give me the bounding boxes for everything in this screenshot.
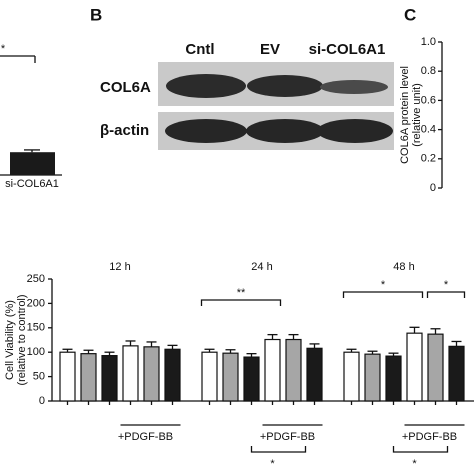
- group-label: 48 h: [393, 261, 414, 273]
- row-label: β-actin: [100, 122, 149, 139]
- y-tick-label: 1.0: [421, 36, 436, 48]
- row-label: COL6A: [100, 79, 151, 96]
- blot-band: [320, 80, 388, 94]
- group-label: 24 h: [251, 261, 272, 273]
- bar: [364, 353, 381, 402]
- significance-bracket: [342, 291, 424, 298]
- bar: [306, 347, 323, 402]
- bar: [285, 338, 302, 402]
- group-label: 12 h: [109, 261, 130, 273]
- bar: [448, 345, 465, 402]
- blot-band: [166, 74, 246, 98]
- y-tick-label: 0: [430, 182, 436, 194]
- y-axis-title: (relative to control): [16, 294, 28, 385]
- y-axis-title: (relative unit): [411, 83, 423, 147]
- y-tick-label: 50: [33, 371, 45, 383]
- bar: [201, 351, 218, 402]
- significance-bracket: [250, 446, 307, 453]
- x-tick-label: si-COL6A1: [5, 178, 59, 190]
- treatment-label: +PDGF-BB: [118, 431, 173, 443]
- y-tick-label: 200: [27, 297, 45, 309]
- treatment-label: +PDGF-BB: [260, 431, 315, 443]
- significance-label: *: [1, 43, 6, 55]
- bar: [59, 351, 76, 402]
- bar: [164, 348, 181, 402]
- y-tick-label: 0.4: [421, 124, 436, 136]
- significance-label: *: [412, 458, 417, 470]
- lane-label: EV: [260, 41, 280, 58]
- bar: [101, 355, 118, 402]
- y-tick-label: 150: [27, 322, 45, 334]
- lane-label: Cntl: [185, 41, 214, 58]
- panel-label: B: [90, 5, 102, 24]
- bar: [143, 346, 160, 402]
- y-tick-label: 0: [39, 395, 45, 407]
- bar: [243, 356, 260, 402]
- significance-bracket: [392, 446, 449, 453]
- bar: [80, 353, 97, 402]
- bar: [427, 333, 444, 402]
- y-tick-label: 100: [27, 346, 45, 358]
- significance-bracket: [200, 299, 282, 306]
- blot-band: [317, 119, 393, 143]
- y-tick-label: 0.6: [421, 94, 436, 106]
- blot-band: [247, 75, 323, 97]
- bar: [122, 345, 139, 402]
- bar: [10, 152, 55, 175]
- significance-label: *: [444, 279, 449, 291]
- y-axis-title: Cell Viability (%): [4, 300, 16, 380]
- significance-bracket: [426, 291, 466, 298]
- y-axis-title: COL6A protein level: [399, 66, 411, 164]
- blot-band: [246, 119, 324, 143]
- panel-label: C: [404, 5, 416, 24]
- treatment-label: +PDGF-BB: [402, 431, 457, 443]
- bar: [385, 355, 402, 402]
- lane-label: si-COL6A1: [309, 41, 386, 58]
- y-tick-label: 0.8: [421, 65, 436, 77]
- bar: [222, 352, 239, 402]
- significance-label: *: [381, 279, 386, 291]
- bar: [406, 332, 423, 402]
- significance-label: *: [270, 458, 275, 470]
- y-tick-label: 0.2: [421, 153, 436, 165]
- bar: [264, 338, 281, 402]
- bar: [343, 351, 360, 402]
- significance-label: **: [237, 287, 246, 299]
- y-tick-label: 250: [27, 273, 45, 285]
- blot-band: [165, 119, 247, 143]
